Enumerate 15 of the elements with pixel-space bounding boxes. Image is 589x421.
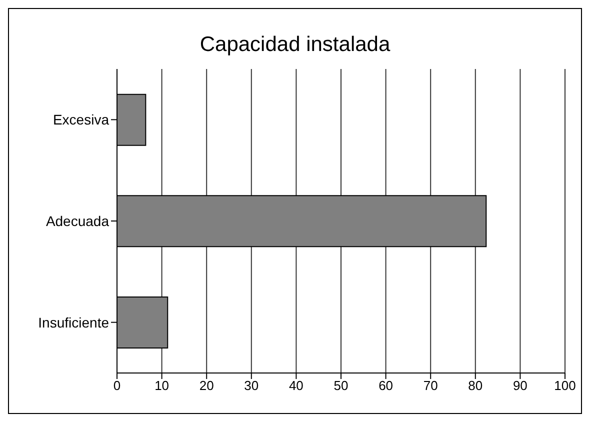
x-tick-label: 100 bbox=[554, 378, 576, 394]
x-tick-label: 60 bbox=[378, 378, 394, 394]
x-tick-label: 80 bbox=[468, 378, 483, 394]
y-tick-label: Insuficiente bbox=[38, 314, 110, 330]
x-tick-label: 90 bbox=[512, 378, 528, 394]
x-tick-label: 20 bbox=[199, 378, 214, 394]
x-tick-label: 30 bbox=[244, 378, 259, 394]
x-tick-label: 0 bbox=[113, 378, 121, 394]
x-tick-label: 70 bbox=[423, 378, 438, 394]
x-tick-label: 40 bbox=[288, 378, 304, 394]
y-tick-label: Adecuada bbox=[46, 212, 110, 229]
x-tick-label: 10 bbox=[154, 378, 170, 394]
chart-title: Capacidad instalada bbox=[198, 33, 392, 57]
y-tick-label: Excesiva bbox=[52, 112, 110, 128]
x-tick-label: 50 bbox=[334, 378, 348, 394]
